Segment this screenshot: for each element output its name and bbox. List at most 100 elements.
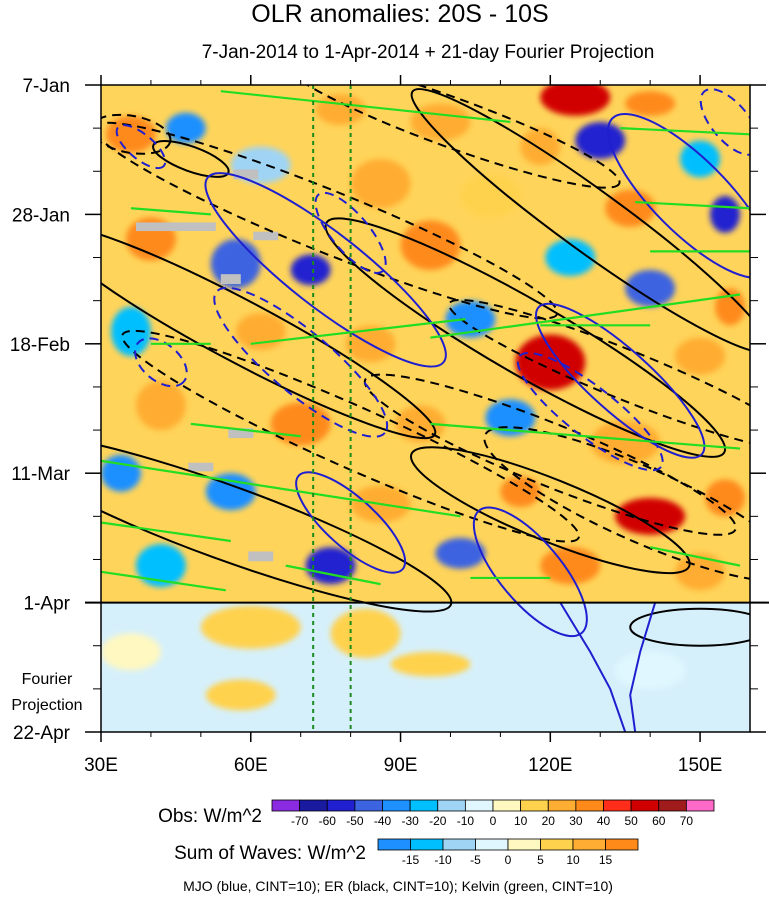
kelvin-contour bbox=[430, 422, 741, 450]
colorbar-label: 60 bbox=[652, 814, 666, 828]
x-tick-label: 120E bbox=[528, 755, 572, 776]
anomaly-cell bbox=[680, 140, 721, 178]
colorbar-label: -70 bbox=[291, 814, 309, 828]
missing-cell bbox=[228, 428, 254, 439]
colorbar-box bbox=[547, 799, 577, 812]
mjo-contour bbox=[314, 191, 387, 274]
kelvin-contour bbox=[620, 127, 750, 136]
missing-cell bbox=[188, 462, 214, 472]
colorbar-label: -20 bbox=[429, 814, 447, 828]
colorbar-box bbox=[464, 799, 494, 812]
colorbar-label: 10 bbox=[514, 814, 528, 828]
colorbar-label: 70 bbox=[680, 814, 694, 828]
obs-colorbar: -70 -60 -50 -40 -30 -20 -10 0 10 20 30 40 50 60 70 bbox=[271, 799, 715, 828]
colorbar-box bbox=[382, 799, 411, 812]
projection-cell bbox=[390, 651, 471, 677]
colorbar-label: 30 bbox=[569, 814, 583, 828]
mjo-contour bbox=[699, 88, 750, 156]
colorbar-box bbox=[540, 838, 574, 851]
anomaly-cell bbox=[500, 476, 541, 508]
colorbar-box bbox=[658, 799, 687, 812]
colorbar-label: -10 bbox=[434, 853, 452, 867]
anomaly-cell bbox=[165, 112, 206, 144]
obs-colorbar-title: Obs: W/m^2 bbox=[158, 806, 262, 827]
colorbar-label: 15 bbox=[599, 853, 613, 867]
anomaly-cell bbox=[290, 254, 331, 286]
anomaly-cell bbox=[445, 300, 496, 338]
anomaly-cell bbox=[101, 454, 141, 492]
colorbar-box bbox=[575, 799, 604, 812]
er-contours bbox=[101, 85, 750, 647]
x-tick-label: 30E bbox=[84, 755, 118, 776]
missing-cell bbox=[233, 169, 259, 180]
kelvin-contour bbox=[130, 207, 211, 216]
er-contour bbox=[280, 85, 621, 189]
mjo-contour bbox=[472, 506, 588, 638]
colorbar-box bbox=[492, 799, 522, 812]
er-contour bbox=[121, 329, 580, 543]
projection-cells bbox=[101, 605, 686, 711]
colorbar-box bbox=[410, 838, 444, 851]
plot-frame bbox=[100, 84, 751, 733]
mjo-contour bbox=[516, 351, 664, 472]
anomaly-cell bbox=[235, 312, 286, 350]
anomaly-cell bbox=[400, 220, 461, 270]
kelvin-contour bbox=[285, 564, 381, 586]
mjo-contour bbox=[535, 302, 706, 459]
anomaly-cell bbox=[110, 306, 151, 357]
projection-label-2: Projection bbox=[11, 697, 82, 714]
x-tick-label: 150E bbox=[678, 755, 722, 776]
anomaly-cell bbox=[705, 479, 746, 517]
colorbar-box bbox=[475, 838, 509, 851]
anomaly-cell bbox=[520, 128, 561, 166]
anomaly-cell bbox=[305, 547, 356, 585]
colorbar-label: 0 bbox=[490, 814, 497, 828]
anomaly-cell bbox=[105, 115, 156, 153]
missing-cell bbox=[220, 274, 241, 285]
chart-subtitle: 7-Jan-2014 to 1-Apr-2014 + 21-day Fourie… bbox=[202, 42, 655, 63]
mjo-contour-line bbox=[629, 602, 657, 732]
mjo-contour bbox=[134, 337, 188, 388]
anomaly-cells bbox=[101, 85, 746, 591]
colorbar-label: -15 bbox=[402, 853, 420, 867]
x-tick-label: 60E bbox=[234, 755, 268, 776]
kelvin-contour bbox=[430, 293, 741, 339]
missing-cell bbox=[248, 551, 274, 562]
colorbar-label: 40 bbox=[597, 814, 611, 828]
anomaly-cell bbox=[615, 497, 686, 535]
anomaly-cell bbox=[315, 94, 366, 126]
anomaly-cell bbox=[545, 239, 596, 277]
waves-colorbar-title: Sum of Waves: W/m^2 bbox=[174, 843, 366, 864]
colorbar-box bbox=[326, 799, 356, 812]
anomaly-cell bbox=[575, 121, 626, 159]
kelvin-contour bbox=[649, 546, 741, 567]
colorbar-box bbox=[572, 838, 606, 851]
colorbar-label: -30 bbox=[401, 814, 419, 828]
colorbar-box bbox=[520, 799, 549, 812]
contour-legend: MJO (blue, CINT=10); ER (black, CINT=10)… bbox=[183, 878, 613, 894]
y-tick-label: 22-Apr bbox=[13, 723, 71, 744]
y-tick-label: 7-Jan bbox=[22, 76, 70, 97]
anomaly-cell bbox=[710, 195, 741, 233]
mjo-contours bbox=[115, 88, 750, 732]
er-contour bbox=[324, 217, 727, 458]
colorbar-box bbox=[354, 799, 383, 812]
kelvin-contour bbox=[250, 318, 466, 345]
y-tick-label: 18-Feb bbox=[10, 335, 70, 356]
er-contour bbox=[363, 373, 737, 536]
kelvin-contour bbox=[635, 200, 750, 210]
projection-cell bbox=[615, 651, 686, 689]
reference-lines bbox=[312, 85, 352, 732]
mjo-contour bbox=[115, 124, 167, 170]
colorbar-box bbox=[442, 838, 476, 851]
anomaly-cell bbox=[485, 399, 536, 437]
colorbar-label: -50 bbox=[346, 814, 364, 828]
waves-colorbar: -15 -10 -5 0 5 10 15 bbox=[377, 838, 639, 867]
projection-cell bbox=[330, 608, 401, 659]
missing-data-cells bbox=[135, 169, 279, 562]
colorbar-label: -40 bbox=[374, 814, 392, 828]
colorbar-box bbox=[507, 838, 541, 851]
colorbar-label: 10 bbox=[566, 853, 580, 867]
mjo-contour bbox=[607, 112, 750, 279]
colorbar-box bbox=[377, 838, 411, 851]
